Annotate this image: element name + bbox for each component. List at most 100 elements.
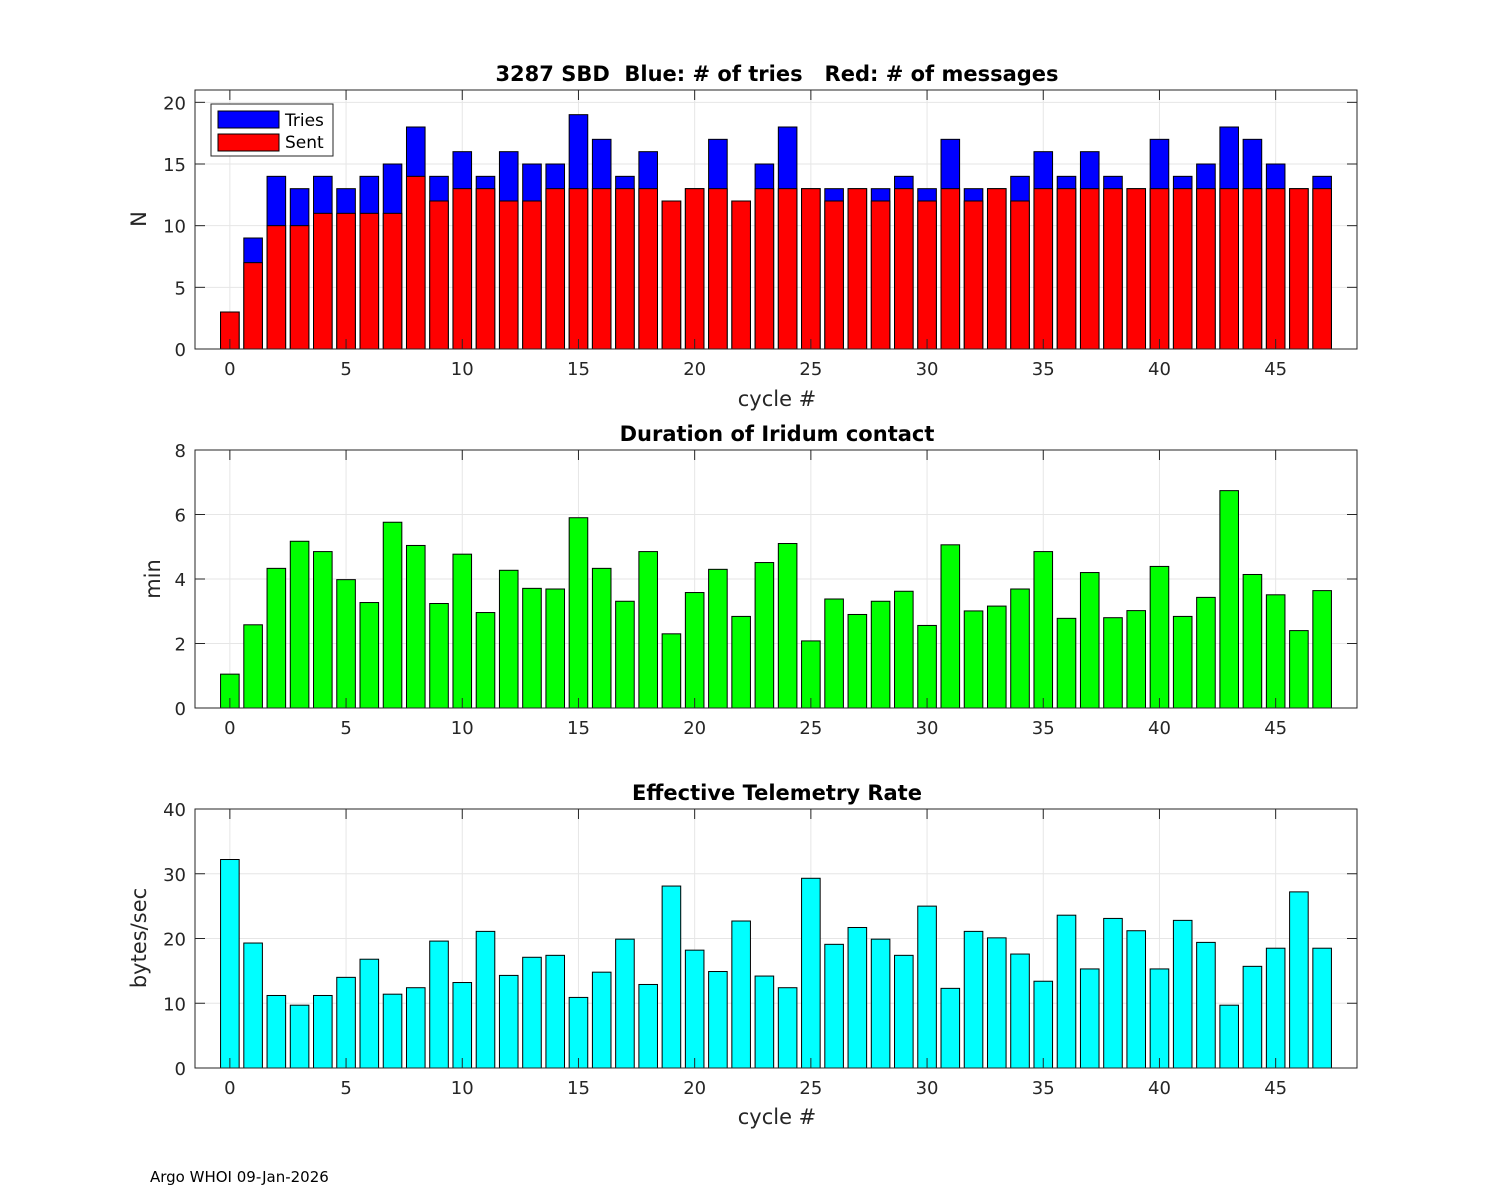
bar-sent-cycle-19 [661,200,682,350]
x-tick-label: 25 [799,359,822,380]
bar-sent-cycle-16 [591,188,612,350]
bar-duration-cycle-13 [522,587,542,709]
y-tick-label: 8 [175,441,186,462]
bar-duration-cycle-8 [405,544,426,709]
bar-sent-cycle-30 [917,200,937,350]
bar-duration-cycle-32 [963,610,984,709]
y-tick-label: 10 [163,217,186,238]
bar-sent-cycle-17 [615,188,635,350]
bar-duration-cycle-5 [336,579,356,709]
bar-rate-cycle-25 [801,877,821,1069]
x-tick-label: 15 [567,1078,590,1099]
rate-panel: 0 5 10 15 20 25 30 35 40 45 0 10 20 30 40 Effective Te… [127,781,1358,1129]
bar-rate-cycle-34 [1010,953,1030,1069]
footer-stamp: Argo WHOI 09-Jan-2026 [150,1168,329,1186]
bar-rate-cycle-46 [1289,891,1309,1069]
bar-sent-cycle-41 [1172,188,1193,350]
x-tick-label: 25 [799,718,822,739]
x-tick-label: 30 [916,359,939,380]
bar-duration-cycle-18 [638,551,658,709]
bar-duration-cycle-17 [615,600,635,709]
bar-rate-cycle-7 [382,993,403,1069]
bar-rate-cycle-26 [824,943,844,1069]
bar-sent-cycle-29 [894,188,914,350]
bar-rate-cycle-6 [359,958,380,1069]
bar-sent-cycle-46 [1289,188,1309,350]
bar-duration-cycle-22 [731,615,751,709]
bar-sent-cycle-37 [1079,188,1100,350]
bar-sent-cycle-25 [801,188,821,350]
bar-sent-cycle-3 [289,225,310,350]
bar-duration-cycle-2 [266,567,287,709]
y-tick-label: 2 [175,635,186,656]
bar-rate-cycle-9 [429,940,449,1069]
bar-sent-cycle-18 [638,188,658,350]
legend-sent-label: Sent [285,133,324,153]
bar-rate-cycle-15 [568,996,589,1069]
bar-sent-cycle-44 [1242,188,1263,350]
bar-duration-cycle-7 [382,521,403,709]
bar-duration-cycle-6 [359,602,380,709]
bar-rate-cycle-42 [1196,941,1216,1069]
bar-duration-cycle-29 [894,590,914,709]
y-tick-label: 40 [163,800,186,821]
bar-rate-cycle-10 [452,982,473,1069]
panel-1-title: 3287 SBD Blue: # of tries Red: # of mess… [495,62,1058,86]
x-tick-label: 45 [1264,718,1287,739]
bar-duration-cycle-9 [429,603,449,709]
x-tick-label: 35 [1032,359,1055,380]
y-tick-label: 5 [175,278,186,299]
bar-duration-cycle-24 [777,543,798,709]
bar-rate-cycle-23 [754,975,775,1069]
bar-rate-cycle-3 [289,1004,310,1069]
y-tick-label: 0 [175,340,186,361]
bar-sent-cycle-4 [313,212,333,350]
bar-sent-cycle-23 [754,188,775,350]
x-tick-label: 20 [683,1078,706,1099]
x-tick-label: 20 [683,359,706,380]
bar-rate-cycle-13 [522,956,542,1069]
bar-sent-cycle-8 [405,175,426,350]
x-tick-label: 35 [1032,1078,1055,1099]
bar-rate-cycle-19 [661,885,682,1069]
bar-duration-cycle-45 [1265,594,1286,709]
bar-duration-cycle-26 [824,598,844,709]
bar-sent-cycle-45 [1265,188,1286,350]
legend-tries-swatch [217,110,280,129]
bar-rate-cycle-47 [1312,947,1332,1069]
tries-sent-panel: 0 5 10 15 20 25 30 35 40 45 0 5 10 15 20 3287 SBD Blue… [127,62,1358,411]
bar-sent-cycle-28 [870,200,891,350]
x-tick-label: 30 [916,1078,939,1099]
y-tick-label: 0 [175,1059,186,1080]
bar-sent-cycle-47 [1312,188,1332,350]
legend-sent-swatch [217,133,280,152]
bar-duration-cycle-4 [313,551,333,709]
bar-rate-cycle-33 [986,937,1007,1069]
bar-duration-cycle-12 [498,569,519,709]
bars [220,859,1332,1069]
bar-rate-cycle-30 [917,905,937,1069]
bar-sent-cycle-11 [475,188,496,350]
x-tick-label: 30 [916,718,939,739]
bar-rate-cycle-41 [1172,919,1193,1069]
panel-1-xlabel: cycle # [738,387,817,411]
bar-duration-cycle-20 [684,592,705,709]
bar-sent-cycle-10 [452,188,473,350]
x-tick-label: 10 [451,718,474,739]
panel-1-ylabel: N [127,211,151,227]
bar-duration-cycle-21 [708,568,728,709]
y-tick-label: 4 [175,570,186,591]
bar-duration-cycle-41 [1172,615,1193,709]
axes: 0 5 10 15 20 25 30 35 40 45 0 2 4 6 8 [175,441,1358,739]
bar-rate-cycle-37 [1079,968,1100,1069]
bar-duration-cycle-27 [847,613,868,709]
bar-rate-cycle-18 [638,983,658,1069]
bar-duration-cycle-34 [1010,588,1030,709]
bar-sent-cycle-6 [359,212,380,350]
y-tick-label: 20 [163,93,186,114]
bar-rate-cycle-11 [475,930,496,1069]
y-tick-label: 15 [163,155,186,176]
bar-sent-cycle-26 [824,200,844,350]
y-tick-label: 10 [163,994,186,1015]
x-tick-label: 40 [1148,1078,1171,1099]
